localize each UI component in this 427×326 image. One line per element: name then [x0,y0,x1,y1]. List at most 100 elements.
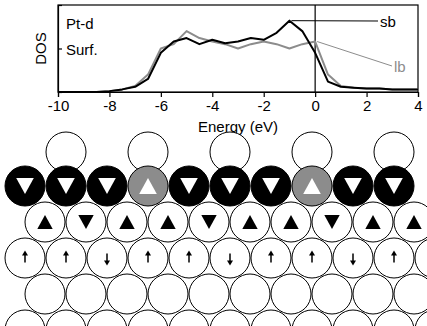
fermi-level-line [315,5,316,92]
x-tick-label: 4 [414,97,422,114]
spin-arrow-head [104,261,110,266]
atom [5,238,45,278]
x-tick: 2 [363,92,371,114]
atom [107,274,147,314]
x-tick-label: -4 [206,97,219,114]
y-tick-mark [58,48,62,49]
y-tick [58,5,62,6]
y-tick-mark [58,92,62,93]
x-tick: -6 [155,92,168,114]
x-tick: 4 [414,92,422,114]
y-axis-title: DOS [32,32,49,65]
spin-triangle [139,178,157,194]
spin-triangle [16,178,34,194]
atom [25,274,65,314]
atom [230,274,270,314]
spin-arrow-head [391,251,397,256]
atom [333,238,373,278]
atom [169,310,209,326]
surface-atom-black [374,166,414,206]
x-tick: -4 [206,92,219,114]
atom [271,274,311,314]
atom [148,202,188,242]
atom [353,274,393,314]
atom [169,238,209,278]
atom [251,238,291,278]
atom [210,238,250,278]
atom [394,274,427,314]
surface-atom-black [87,166,127,206]
x-tick-label: 0 [311,97,319,114]
surface-atom-black [5,166,45,206]
spin-triangle [221,178,239,194]
structure-diagram [5,132,427,326]
x-tick-label: -2 [258,97,271,114]
x-tick: -2 [258,92,271,114]
atom [353,202,393,242]
x-axis: -10 -8 -6 -4 -2 0 2 4 [48,92,423,114]
spin-triangle [201,215,216,229]
spin-triangle [365,215,380,229]
spin-arrow-head [63,251,69,256]
x-axis-title: Energy (eV) [198,118,278,135]
atom [374,310,414,326]
spin-triangle [160,215,175,229]
atom [66,274,106,314]
spin-arrow-head [145,251,151,256]
annotation: Surf. [66,41,98,58]
x-tick-label: -6 [155,97,168,114]
spin-triangle [385,178,403,194]
plot-area [58,5,418,92]
y-axis [58,6,62,93]
atom [230,202,270,242]
annotation: Pt-d [66,15,94,32]
x-tick: -8 [103,92,116,114]
figure: -10 -8 -6 -4 -2 0 2 4 Energy (eV) DOS Pt-d Surf. sb l… [0,0,427,326]
atom [189,202,229,242]
surface-atom-black [169,166,209,206]
plot-frame [58,5,418,92]
atom [394,202,427,242]
spin-arrow-head [268,251,274,256]
atom [415,238,427,278]
atom [312,274,352,314]
atom [46,238,86,278]
x-tick-label: 2 [363,97,371,114]
spin-arrow-head [22,251,28,256]
surface-atom-black [46,166,86,206]
y-tick-mark [58,5,62,6]
series-label: lb [394,58,406,75]
atom [128,238,168,278]
spin-arrow-head [350,261,356,266]
atom [251,310,291,326]
atom [25,202,65,242]
spin-triangle [98,178,116,194]
atom [46,310,86,326]
spin-triangle [303,178,321,194]
spin-triangle [57,178,75,194]
spin-triangle [262,178,280,194]
spin-triangle [180,178,198,194]
atom [87,238,127,278]
atom [333,310,373,326]
atom [292,310,332,326]
spin-arrow-head [227,261,233,266]
series-label: sb [380,13,396,30]
atom [292,238,332,278]
atom [210,310,250,326]
series-line [58,31,418,92]
atom [374,238,414,278]
spin-triangle [406,215,421,229]
atom [148,274,188,314]
atom [312,202,352,242]
x-tick-label: -10 [48,97,70,114]
atom [66,202,106,242]
spin-arrow-head [309,251,315,256]
spin-arrow-head [186,251,192,256]
y-tick [58,92,62,93]
y-axis-line [59,6,63,93]
x-tick-label: -8 [103,97,116,114]
surface-atom-black [333,166,373,206]
surface-atom-gray [128,166,168,206]
x-tick: -10 [48,92,70,114]
